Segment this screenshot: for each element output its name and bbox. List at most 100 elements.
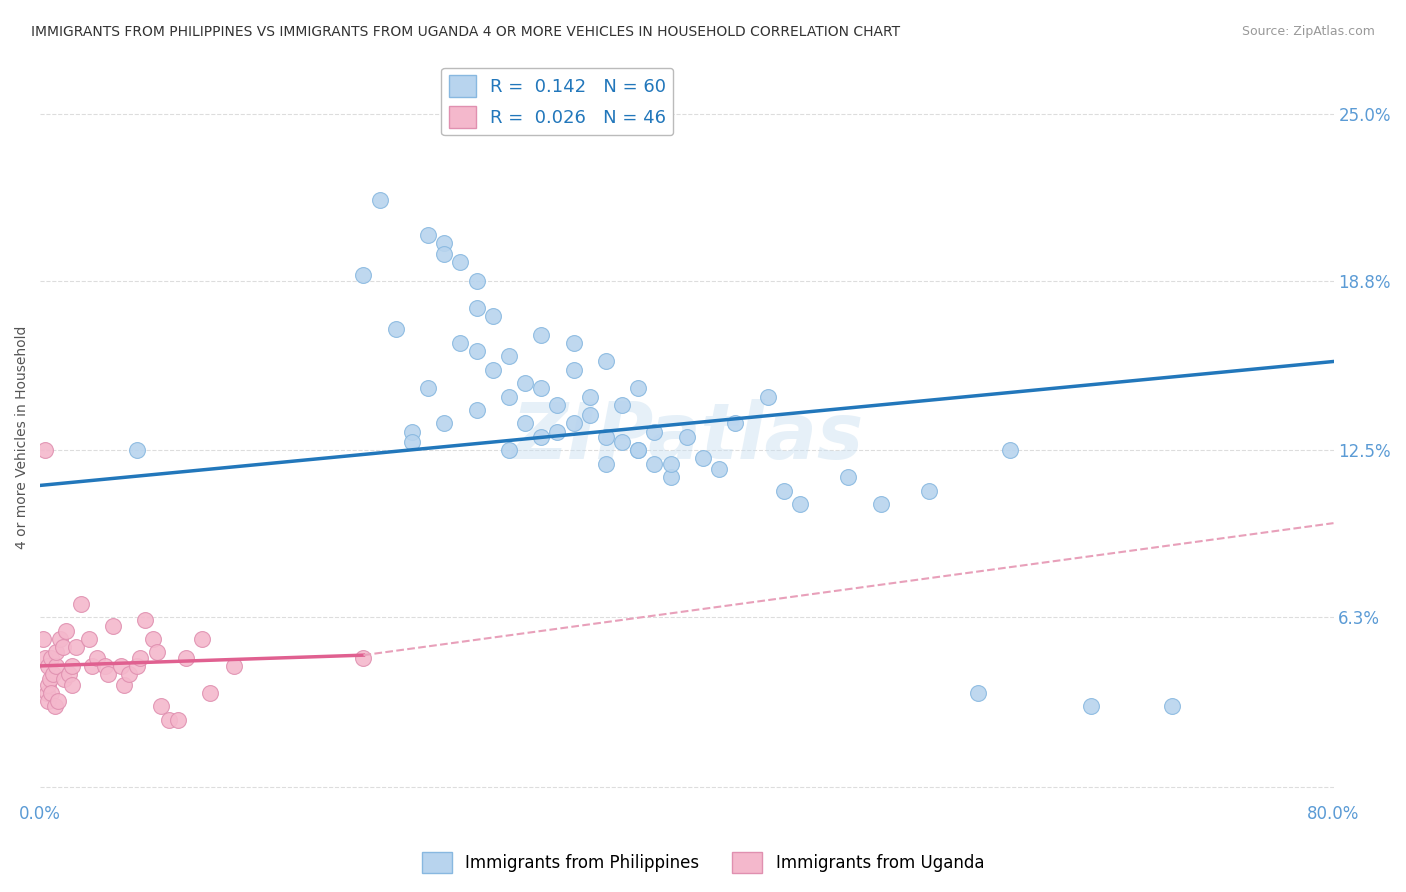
Point: [546, 398, 568, 412]
Point: [45, 659, 67, 673]
Point: [918, 483, 941, 498]
Point: [659, 457, 682, 471]
Point: [353, 268, 375, 283]
Y-axis label: 4 or more Vehicles in Household: 4 or more Vehicles in Household: [15, 326, 30, 549]
Point: [145, 645, 167, 659]
Point: [610, 435, 633, 450]
Point: [368, 193, 391, 207]
Point: [385, 322, 408, 336]
Point: [150, 699, 173, 714]
Point: [58, 667, 80, 681]
Point: [224, 659, 246, 673]
Point: [174, 650, 197, 665]
Point: [837, 470, 859, 484]
Point: [465, 403, 488, 417]
Point: [513, 417, 536, 431]
Point: [191, 632, 214, 646]
Point: [69, 597, 91, 611]
Point: [166, 713, 188, 727]
Point: [530, 381, 553, 395]
Point: [465, 301, 488, 315]
Point: [37, 694, 59, 708]
Point: [159, 713, 181, 727]
Point: [707, 462, 730, 476]
Point: [465, 274, 488, 288]
Point: [32, 632, 55, 646]
Point: [595, 457, 617, 471]
Point: [142, 632, 165, 646]
Point: [772, 483, 794, 498]
Point: [659, 470, 682, 484]
Point: [401, 425, 423, 439]
Point: [37, 659, 59, 673]
Point: [53, 673, 76, 687]
Point: [118, 667, 141, 681]
Point: [48, 632, 70, 646]
Point: [481, 309, 503, 323]
Point: [77, 632, 100, 646]
Point: [1160, 699, 1182, 714]
Point: [127, 443, 149, 458]
Point: [112, 678, 135, 692]
Point: [498, 390, 520, 404]
Text: ZIPatlas: ZIPatlas: [510, 399, 863, 475]
Legend: Immigrants from Philippines, Immigrants from Uganda: Immigrants from Philippines, Immigrants …: [415, 846, 991, 880]
Point: [498, 349, 520, 363]
Point: [55, 624, 77, 638]
Point: [86, 650, 108, 665]
Point: [129, 650, 152, 665]
Point: [610, 398, 633, 412]
Point: [998, 443, 1021, 458]
Legend: R =  0.142   N = 60, R =  0.026   N = 46: R = 0.142 N = 60, R = 0.026 N = 46: [441, 68, 673, 136]
Point: [42, 667, 65, 681]
Point: [530, 430, 553, 444]
Point: [627, 381, 650, 395]
Point: [724, 417, 747, 431]
Point: [418, 381, 440, 395]
Point: [353, 650, 375, 665]
Point: [41, 650, 63, 665]
Point: [62, 678, 84, 692]
Point: [62, 659, 84, 673]
Point: [450, 335, 472, 350]
Point: [562, 335, 585, 350]
Point: [450, 255, 472, 269]
Point: [546, 425, 568, 439]
Point: [692, 451, 714, 466]
Point: [530, 327, 553, 342]
Point: [562, 417, 585, 431]
Point: [595, 354, 617, 368]
Point: [44, 699, 66, 714]
Point: [465, 343, 488, 358]
Point: [198, 686, 221, 700]
Point: [433, 235, 456, 250]
Point: [46, 694, 69, 708]
Point: [65, 640, 87, 654]
Point: [41, 686, 63, 700]
Point: [45, 645, 67, 659]
Point: [401, 435, 423, 450]
Point: [562, 362, 585, 376]
Point: [101, 618, 124, 632]
Point: [38, 673, 60, 687]
Point: [756, 390, 779, 404]
Point: [34, 443, 56, 458]
Point: [433, 246, 456, 260]
Point: [433, 417, 456, 431]
Point: [94, 659, 117, 673]
Point: [35, 686, 58, 700]
Point: [110, 659, 132, 673]
Point: [481, 362, 503, 376]
Point: [627, 443, 650, 458]
Point: [595, 430, 617, 444]
Point: [97, 667, 120, 681]
Point: [869, 497, 891, 511]
Point: [498, 443, 520, 458]
Point: [134, 613, 156, 627]
Point: [966, 686, 988, 700]
Text: IMMIGRANTS FROM PHILIPPINES VS IMMIGRANTS FROM UGANDA 4 OR MORE VEHICLES IN HOUS: IMMIGRANTS FROM PHILIPPINES VS IMMIGRANT…: [31, 25, 900, 39]
Point: [1080, 699, 1102, 714]
Point: [52, 640, 75, 654]
Point: [578, 409, 600, 423]
Point: [37, 678, 59, 692]
